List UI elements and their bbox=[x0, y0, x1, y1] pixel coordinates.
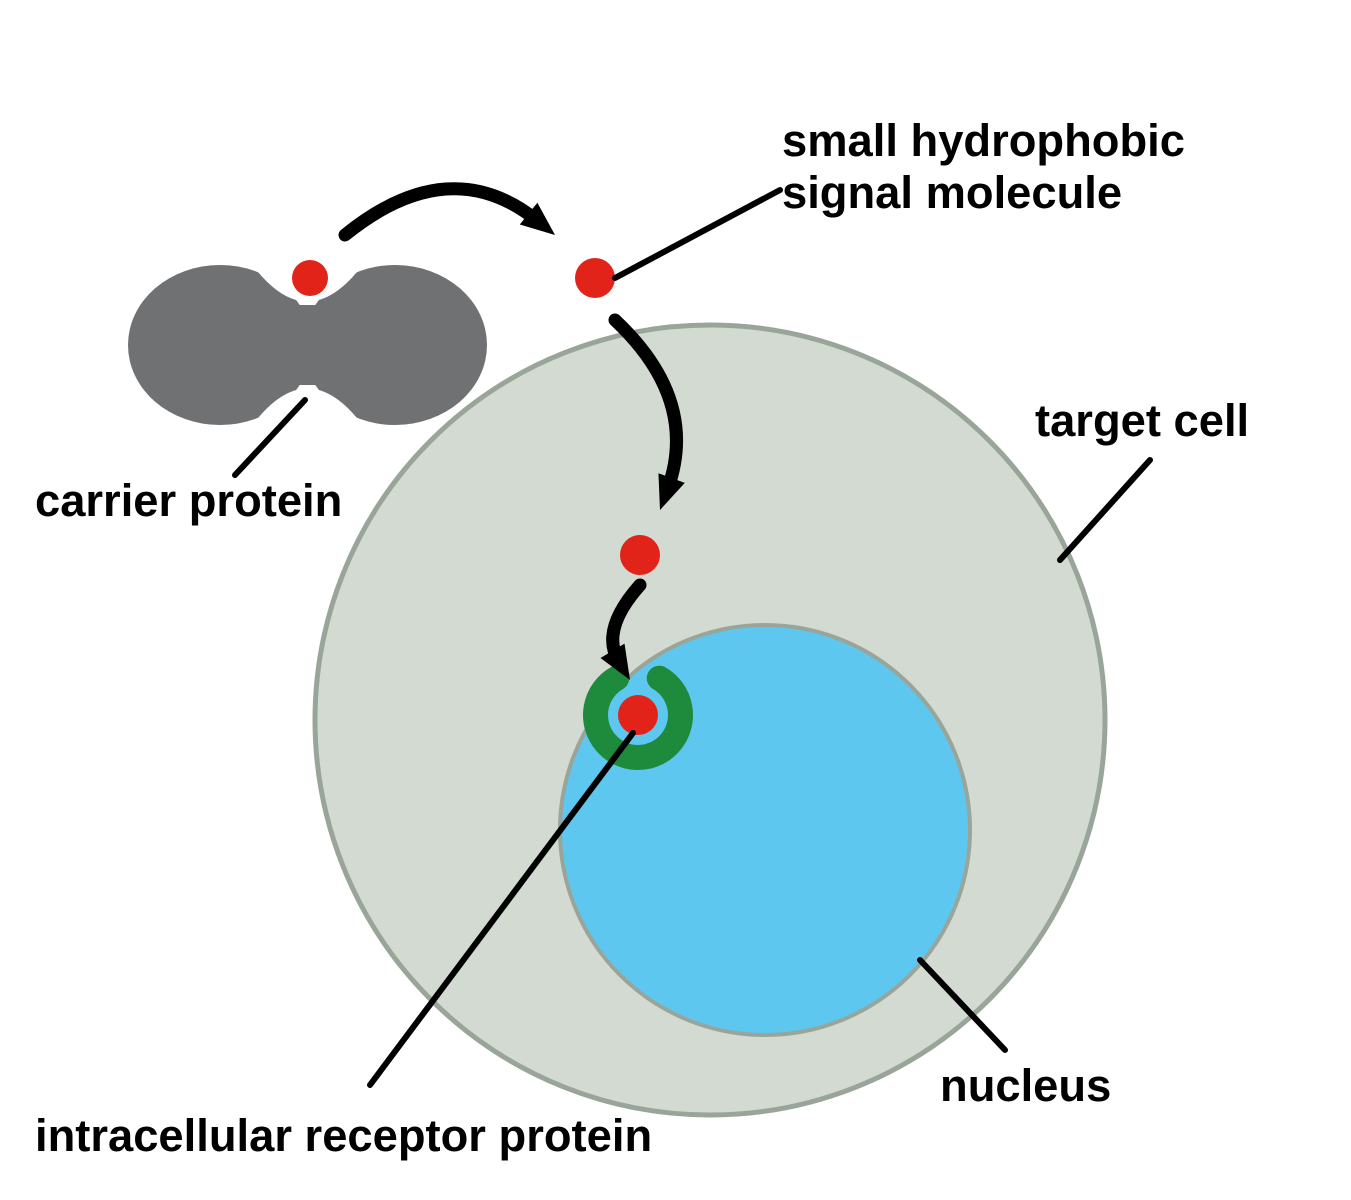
label-receptor-protein: intracellular receptor protein bbox=[35, 1110, 652, 1162]
leader-target bbox=[1060, 460, 1150, 560]
label-signal-molecule: small hydrophobic signal molecule bbox=[782, 115, 1185, 219]
arrow-shaft bbox=[345, 189, 538, 235]
label-nucleus: nucleus bbox=[940, 1060, 1111, 1112]
signal-molecule-sig_free bbox=[575, 258, 615, 298]
label-target-cell: target cell bbox=[1035, 395, 1249, 447]
diagram-stage: small hydrophobic signal molecule carrie… bbox=[0, 0, 1351, 1200]
signal-molecule-sig_in_receptor bbox=[618, 695, 658, 735]
signal-molecule-sig_on_carrier bbox=[292, 260, 328, 296]
label-carrier-protein: carrier protein bbox=[35, 475, 342, 527]
signal-molecule-sig_intracell bbox=[620, 535, 660, 575]
leader-signal bbox=[615, 190, 780, 278]
